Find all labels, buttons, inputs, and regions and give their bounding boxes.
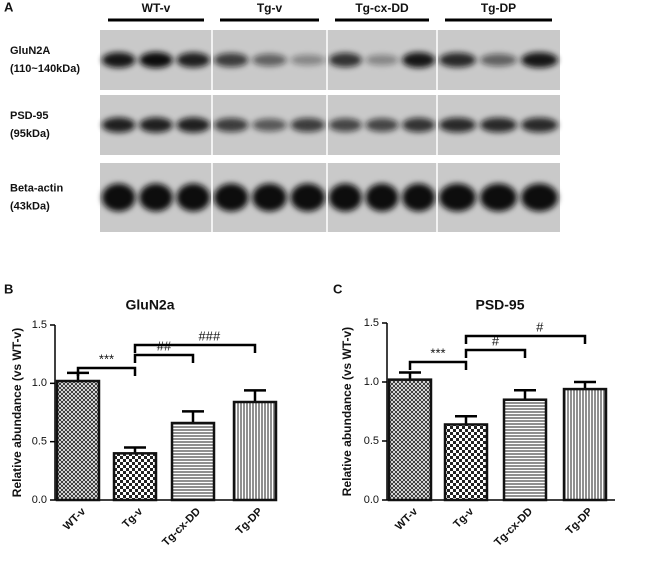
significance-label: # (492, 333, 500, 348)
band (290, 118, 326, 132)
bar-chart: PSD-95 Relative abundance (vs WT-v) 0.0 0.5… (340, 297, 615, 549)
significance-label: # (536, 319, 544, 334)
band (480, 117, 517, 133)
band (176, 183, 211, 212)
x-tick-label: Tg-cx-DD (492, 506, 535, 549)
band (101, 52, 136, 68)
group-label: Tg-v (257, 1, 283, 15)
y-axis-label: Relative abundance (vs WT-v) (10, 328, 24, 497)
band (328, 52, 362, 68)
band (290, 183, 326, 212)
significance-bracket (133, 343, 257, 353)
significance-bracket (464, 348, 527, 358)
panel-label: A (4, 0, 14, 14)
significance-label: *** (99, 351, 114, 366)
chart-title: GluN2a (125, 297, 174, 313)
band (176, 52, 211, 68)
x-tick-label: Tg-DP (564, 506, 595, 537)
band (252, 118, 287, 132)
band (439, 117, 476, 133)
band (402, 183, 436, 212)
band (521, 183, 558, 212)
band (213, 53, 249, 67)
bar (232, 400, 278, 502)
band (213, 183, 249, 212)
band (101, 117, 136, 133)
band (439, 183, 476, 212)
band (365, 118, 399, 132)
y-axis-label: Relative abundance (vs WT-v) (340, 327, 354, 496)
bar (112, 452, 158, 502)
band (365, 54, 399, 66)
x-tick-label: WT-v (393, 505, 421, 533)
row-sublabel: (110~140kDa) (10, 63, 80, 75)
x-tick-label: Tg-v (120, 505, 146, 531)
band (139, 52, 173, 68)
x-tick-label: Tg-v (451, 505, 477, 531)
y-tick-label: 1.0 (32, 377, 47, 389)
row-label: PSD-95 (10, 110, 49, 122)
western-blot: WT-v Tg-v Tg-cx-DD Tg-DP GluN2A (110~140kDa) P… (10, 1, 560, 232)
band (139, 117, 173, 133)
band (402, 117, 436, 133)
band (176, 117, 211, 133)
row-sublabel: (95kDa) (10, 128, 50, 140)
significance-bracket (464, 334, 587, 344)
group-label: Tg-cx-DD (355, 1, 409, 15)
band (402, 52, 436, 68)
x-tick-label: WT-v (61, 505, 89, 533)
y-tick-label: 0.0 (364, 494, 379, 506)
band (365, 183, 399, 212)
band (213, 118, 249, 132)
panel-label: B (4, 281, 13, 296)
band (290, 54, 326, 66)
band (480, 53, 517, 67)
band (480, 183, 517, 212)
significance-bracket (76, 366, 137, 376)
band (139, 183, 173, 212)
band (328, 183, 362, 212)
band (439, 52, 476, 68)
charts: GluN2a Relative abundance (vs WT-v) 0.0 0.5… (10, 297, 615, 549)
y-tick-label: 1.0 (364, 376, 379, 388)
y-tick-label: 1.5 (364, 317, 379, 329)
band (521, 52, 558, 68)
bar (387, 378, 433, 502)
band (252, 53, 287, 67)
row-sublabel: (43kDa) (10, 200, 50, 212)
bar (170, 421, 216, 502)
bar (502, 398, 548, 502)
y-tick-label: 0.0 (32, 494, 47, 506)
chart-title: PSD-95 (475, 297, 524, 313)
y-tick-label: 0.5 (32, 436, 47, 448)
x-tick-label: Tg-cx-DD (160, 506, 203, 549)
group-label: WT-v (142, 1, 171, 15)
y-tick-label: 0.5 (364, 435, 379, 447)
panel-label: C (333, 281, 343, 296)
y-tick-label: 1.5 (32, 319, 47, 331)
significance-bracket (133, 353, 195, 363)
bar (562, 387, 608, 502)
significance-bracket (408, 360, 468, 370)
significance-label: *** (430, 345, 445, 360)
row-label: GluN2A (10, 45, 50, 57)
band (328, 118, 362, 132)
band (521, 117, 558, 133)
group-label: Tg-DP (481, 1, 516, 15)
x-tick-label: Tg-DP (234, 506, 265, 537)
band (252, 183, 287, 212)
bar (443, 423, 489, 502)
band (101, 183, 136, 212)
bar-chart: GluN2a Relative abundance (vs WT-v) 0.0 0.5… (10, 297, 278, 549)
bar (55, 379, 101, 502)
significance-label: ### (199, 328, 221, 343)
row-label: Beta-actin (10, 182, 63, 194)
